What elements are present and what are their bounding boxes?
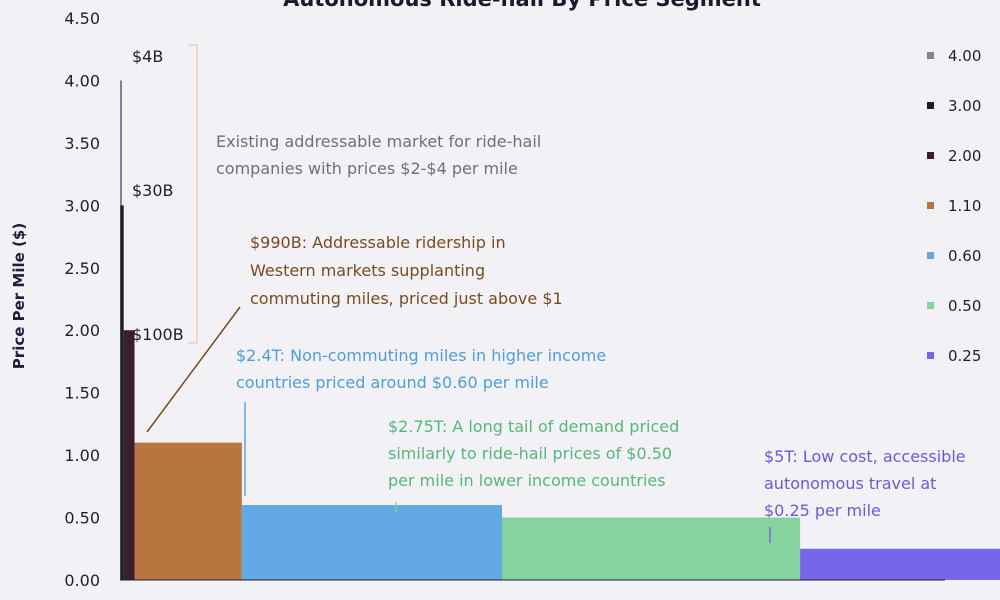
chart-title: Autonomous Ride-hail By Price Segment: [283, 0, 761, 11]
y-tick-label: 4.50: [64, 9, 100, 28]
legend-label: 0.25: [948, 347, 981, 365]
bar-0-25: [800, 548, 1000, 580]
y-tick-label: 2.50: [64, 259, 100, 278]
annotation-leaders: [146, 44, 771, 543]
y-tick-label: 4.00: [64, 71, 100, 90]
annotations: $4B $30B $100B Existing addressable market …: [132, 47, 966, 520]
annotation-existing: Existing addressable market for ride-hai…: [216, 132, 541, 151]
y-tick-label: 0.50: [64, 509, 100, 528]
legend-swatch: [927, 102, 934, 109]
legend-swatch: [927, 252, 934, 259]
legend-label: 0.50: [948, 297, 981, 315]
annotation-a5t: autonomous travel at: [764, 474, 936, 493]
bar-3-00: [120, 205, 124, 581]
y-tick-label: 1.00: [64, 446, 100, 465]
bar-0-60: [241, 505, 503, 580]
legend-swatch: [927, 52, 934, 59]
bracket-line: [188, 44, 198, 344]
legend-label: 4.00: [948, 47, 981, 65]
annotation-a275t: per mile in lower income countries: [388, 471, 666, 490]
bar-2-00: [123, 330, 135, 580]
annotation-a30b: $30B: [132, 181, 174, 200]
annotation-a5t: $5T: Low cost, accessible: [764, 447, 966, 466]
y-tick-label: 1.50: [64, 384, 100, 403]
legend-label: 0.60: [948, 247, 981, 265]
legend-swatch: [927, 202, 934, 209]
annotation-a24t: countries priced around $0.60 per mile: [236, 373, 549, 392]
legend-swatch: [927, 302, 934, 309]
annotation-a24t: $2.4T: Non-commuting miles in higher inc…: [236, 346, 606, 365]
annotation-a990b: Western markets supplanting: [250, 261, 485, 280]
legend-label: 3.00: [948, 97, 981, 115]
chart-title-group: Autonomous Ride-hail By Price Segment: [283, 0, 761, 11]
leader-990b: [146, 306, 241, 433]
y-tick-label: 0.00: [64, 571, 100, 590]
annotation-existing: companies with prices $2-$4 per mile: [216, 159, 518, 178]
legend-label: 1.10: [948, 197, 981, 215]
annotation-a4b: $4B: [132, 47, 163, 66]
legend: 4.00 3.00 2.00 1.10 0.60 0.50 0.25: [927, 47, 981, 365]
annotation-a5t: $0.25 per mile: [764, 501, 881, 520]
bar-0-50: [502, 517, 801, 580]
annotation-a275t: similarly to ride-hail prices of $0.50: [388, 444, 672, 463]
annotation-a275t: $2.75T: A long tail of demand priced: [388, 417, 679, 436]
annotation-a100b: $100B: [132, 325, 184, 344]
annotation-a990b: $990B: Addressable ridership in: [250, 233, 506, 252]
y-tick-label: 3.00: [64, 196, 100, 215]
y-tick-label: 2.00: [64, 321, 100, 340]
bars: [120, 80, 1000, 581]
legend-label: 2.00: [948, 147, 981, 165]
bar-1-10: [134, 442, 242, 580]
y-tick-labels: 0.00 0.50 1.00 1.50 2.00 2.50 3.00 3.50 4.00 4.50: [64, 9, 100, 590]
annotation-a990b: commuting miles, priced just above $1: [250, 289, 563, 308]
y-tick-label: 3.50: [64, 134, 100, 153]
y-axis-label-group: Price Per Mile ($): [10, 223, 28, 369]
y-axis-label: Price Per Mile ($): [10, 223, 28, 369]
legend-swatch: [927, 152, 934, 159]
legend-swatch: [927, 352, 934, 359]
